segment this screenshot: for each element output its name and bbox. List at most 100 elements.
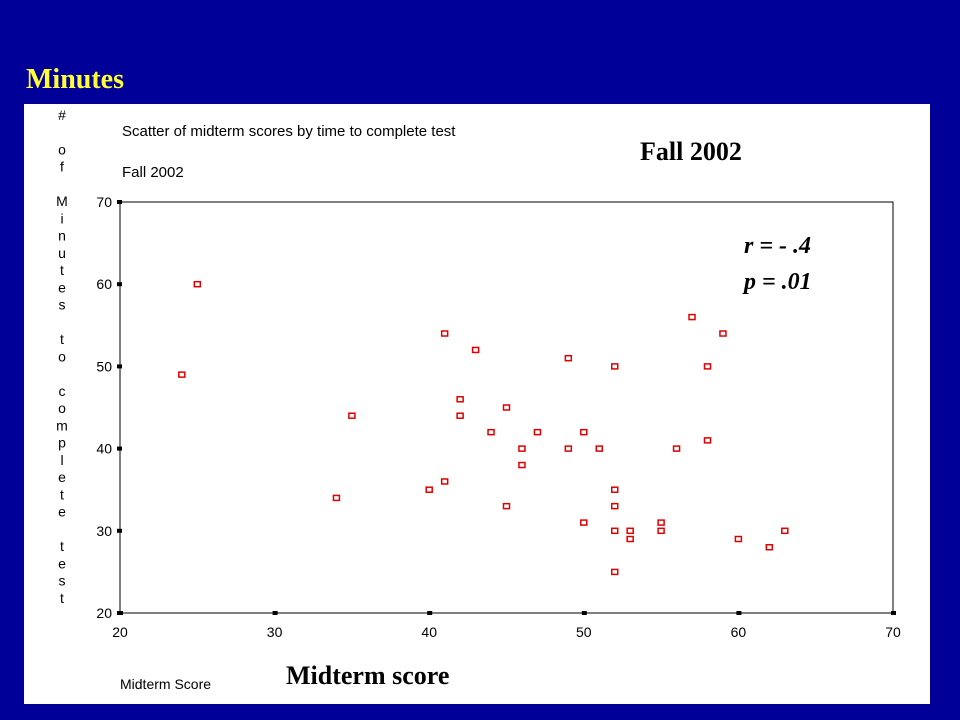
data-point xyxy=(610,527,619,535)
y-axis-label-char: e xyxy=(58,555,66,571)
data-point xyxy=(580,428,588,436)
data-point xyxy=(348,412,356,419)
x-tick-mark xyxy=(118,611,123,615)
y-axis-label-char: f xyxy=(60,159,64,175)
y-axis-label-char: e xyxy=(58,469,66,485)
data-point xyxy=(595,445,604,452)
y-axis-label-char xyxy=(60,366,64,382)
data-point xyxy=(456,396,464,403)
y-axis: 20 30 40 50 60 70 xyxy=(96,194,122,621)
y-axis-label-char: s xyxy=(59,573,66,589)
data-point xyxy=(533,428,542,436)
y-tick-mark xyxy=(117,282,122,287)
data-point xyxy=(688,313,696,321)
data-points xyxy=(178,280,789,576)
x-tick-label: 30 xyxy=(267,624,283,640)
y-axis-label-char: l xyxy=(60,452,63,468)
x-axis-label: Midterm Score xyxy=(120,676,211,692)
y-axis-label-char: p xyxy=(58,435,66,451)
data-point xyxy=(456,412,464,419)
data-point xyxy=(657,519,665,526)
y-tick-label: 20 xyxy=(96,605,112,621)
data-point xyxy=(703,363,712,370)
x-tick-mark xyxy=(427,611,433,615)
data-point xyxy=(564,445,573,452)
data-point xyxy=(332,494,341,502)
y-axis-label-char xyxy=(60,314,64,330)
y-axis-label-char: e xyxy=(58,504,66,520)
x-tick-mark xyxy=(272,611,278,615)
chart-panel: Scatter of midterm scores by time to com… xyxy=(24,104,930,704)
correlation-r: r = - .4 xyxy=(744,233,811,259)
data-point xyxy=(610,502,619,510)
data-point xyxy=(626,535,634,543)
y-axis-label-char: e xyxy=(58,279,66,295)
x-tick-label: 40 xyxy=(421,624,437,640)
data-point xyxy=(719,330,727,337)
scatter-chart: Scatter of midterm scores by time to com… xyxy=(56,107,901,692)
y-axis-label-char xyxy=(60,124,64,140)
y-axis-label-char: t xyxy=(60,590,64,606)
x-tick-label: 60 xyxy=(731,624,747,640)
data-point xyxy=(610,363,619,370)
data-point xyxy=(734,535,743,543)
y-tick-mark xyxy=(117,200,122,204)
y-axis-label-char xyxy=(60,521,64,537)
data-point xyxy=(610,568,619,576)
y-axis-label-char: n xyxy=(58,228,66,244)
data-point xyxy=(518,445,526,452)
data-point xyxy=(487,428,495,436)
plot-frame xyxy=(119,201,894,614)
y-axis-label-char: o xyxy=(58,348,66,364)
data-point xyxy=(703,437,712,444)
y-axis-label-char xyxy=(60,176,64,192)
data-point xyxy=(564,354,573,362)
y-tick-mark xyxy=(117,446,122,451)
chart-subtitle: Fall 2002 xyxy=(122,164,184,181)
y-tick-mark xyxy=(117,364,122,369)
data-point xyxy=(471,346,480,354)
data-point xyxy=(626,527,634,535)
data-point xyxy=(781,527,789,535)
data-point xyxy=(502,404,511,411)
data-point xyxy=(440,330,449,337)
y-axis-label-char: t xyxy=(60,486,64,502)
data-point xyxy=(657,527,665,535)
y-axis-label-char: u xyxy=(58,245,66,261)
y-tick-label: 50 xyxy=(96,358,112,374)
y-tick-label: 40 xyxy=(96,441,112,457)
data-point xyxy=(672,445,681,452)
x-tick-label: 50 xyxy=(576,624,592,640)
y-axis-label-char: o xyxy=(58,400,66,416)
y-axis-label-char: i xyxy=(60,210,63,226)
correlation-p: p = .01 xyxy=(742,269,812,295)
y-axis-label-char: M xyxy=(56,193,68,209)
y-axis-label-char: t xyxy=(60,262,64,278)
y-axis-label-char: t xyxy=(60,538,64,554)
x-tick-mark xyxy=(736,611,742,615)
data-point xyxy=(502,502,511,510)
data-point xyxy=(518,461,526,469)
y-axis-label-char: c xyxy=(59,383,66,399)
y-tick-mark xyxy=(117,528,122,533)
data-point xyxy=(440,478,449,485)
y-axis-label-char: # xyxy=(58,107,66,123)
data-point xyxy=(765,543,774,551)
y-axis-label-char: t xyxy=(60,331,64,347)
data-point xyxy=(178,371,186,378)
x-tick-label: 20 xyxy=(112,624,128,640)
data-point xyxy=(580,519,588,526)
midterm-score-subtitle: Midterm score xyxy=(286,661,449,690)
chart-title: Scatter of midterm scores by time to com… xyxy=(122,123,456,140)
fall-2002-label: Fall 2002 xyxy=(640,137,742,166)
y-tick-label: 30 xyxy=(96,523,112,539)
y-tick-label: 70 xyxy=(96,194,112,210)
y-tick-label: 60 xyxy=(96,276,112,292)
x-axis: 20 30 40 50 60 70 xyxy=(112,611,901,640)
x-tick-mark xyxy=(891,611,896,615)
x-tick-label: 70 xyxy=(885,624,901,640)
y-axis-label-char: m xyxy=(56,417,68,433)
data-point xyxy=(610,486,619,493)
slide-title: Minutes xyxy=(26,64,124,95)
